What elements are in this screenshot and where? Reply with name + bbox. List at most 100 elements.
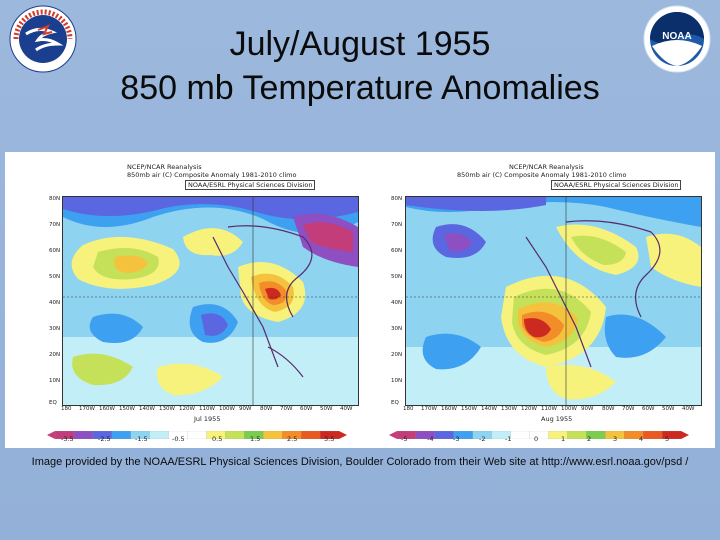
lon-label: 50W [320, 406, 333, 412]
lat-label: 70N [49, 222, 61, 228]
lon-label: 80W [260, 406, 273, 412]
lat-label: 80N [49, 196, 61, 202]
lat-label: 10N [49, 378, 61, 384]
map-header-1: NCEP/NCAR Reanalysis [127, 163, 202, 171]
anomaly-map-july [62, 196, 359, 406]
lon-label: 170W [421, 406, 437, 412]
colorbar-label: 5 [665, 435, 670, 443]
colorbar-label: 0.5 [212, 435, 223, 443]
lon-label: 90W [239, 406, 252, 412]
lat-label: 30N [391, 326, 403, 332]
colorbar-segment [111, 430, 132, 440]
lat-label: 60N [391, 248, 403, 254]
lon-label: 70W [622, 406, 635, 412]
lon-label: 120W [521, 406, 537, 412]
lon-label: 160W [99, 406, 115, 412]
colorbar-segment [225, 430, 245, 440]
colorbar-label: 1 [561, 435, 566, 443]
lat-label: 60N [49, 248, 61, 254]
image-credit: Image provided by the NOAA/ESRL Physical… [31, 456, 689, 468]
lon-label: 150W [461, 406, 477, 412]
lat-label: 80N [391, 196, 403, 202]
colorbar-left-arrow [389, 431, 397, 439]
colorbar-segment [149, 430, 169, 440]
lon-label: 50W [662, 406, 675, 412]
lon-label: 140W [481, 406, 497, 412]
map-header-3: NOAA/ESRL Physical Sciences Division [185, 180, 316, 190]
lon-label: 120W [179, 406, 195, 412]
colorbar-label: -4 [427, 435, 434, 443]
map-august: NCEP/NCAR Reanalysis 850mb air (C) Compo… [381, 152, 720, 446]
lon-label: 40W [682, 406, 695, 412]
slide-title: July/August 1955 850 mb Temperature Anom… [60, 22, 660, 110]
colorbar [47, 426, 347, 440]
colorbar-segment [187, 430, 207, 440]
lon-label: 130W [159, 406, 175, 412]
lon-label: 180 [61, 406, 72, 412]
colorbar-label: 0 [534, 435, 539, 443]
lat-label: 40N [49, 300, 61, 306]
lat-label: EQ [391, 400, 399, 406]
lat-label: 40N [391, 300, 403, 306]
colorbar [389, 426, 689, 440]
colorbar-label: -2 [479, 435, 486, 443]
colorbar-right-arrow [681, 431, 689, 439]
lat-label: 20N [391, 352, 403, 358]
lat-label: 70N [391, 222, 403, 228]
colorbar-segment [73, 430, 94, 440]
colorbar-label: -0.5 [172, 435, 185, 443]
colorbar-segment [301, 430, 321, 440]
colorbar-label: 1.5 [250, 435, 261, 443]
colorbar-label: -1 [505, 435, 512, 443]
lon-label: 60W [300, 406, 313, 412]
colorbar-label: -3.5 [61, 435, 74, 443]
lon-label: 100W [561, 406, 577, 412]
lat-label: EQ [49, 400, 57, 406]
map-header-3: NOAA/ESRL Physical Sciences Division [551, 180, 682, 190]
anomaly-map-august [405, 196, 702, 406]
lon-label: 140W [139, 406, 155, 412]
colorbar-label: -3 [453, 435, 460, 443]
lat-label: 10N [391, 378, 403, 384]
colorbar-right-arrow [339, 431, 347, 439]
noaa-logo-icon: NOAA [642, 4, 712, 74]
lon-label: 80W [602, 406, 615, 412]
lon-label: 160W [441, 406, 457, 412]
title-line-2: 850 mb Temperature Anomalies [120, 69, 600, 107]
colorbar-label: 2 [587, 435, 592, 443]
lon-label: 170W [79, 406, 95, 412]
colorbar-segment [529, 430, 549, 440]
map-july: NCEP/NCAR Reanalysis 850mb air (C) Compo… [9, 152, 359, 446]
map-header-2: 850mb air (C) Composite Anomaly 1981-201… [127, 171, 297, 179]
lon-label: 60W [642, 406, 655, 412]
colorbar-label: -5 [401, 435, 408, 443]
colorbar-segment [567, 430, 587, 440]
colorbar-segment [510, 430, 530, 440]
colorbar-label: 3 [613, 435, 618, 443]
lon-label: 110W [541, 406, 557, 412]
lat-label: 50N [391, 274, 403, 280]
lon-label: 90W [581, 406, 594, 412]
colorbar-label: -2.5 [98, 435, 111, 443]
lon-label: 70W [280, 406, 293, 412]
colorbar-label: 4 [639, 435, 644, 443]
lon-label: 100W [219, 406, 235, 412]
lon-label: 130W [501, 406, 517, 412]
lat-label: 50N [49, 274, 61, 280]
colorbar-left-arrow [47, 431, 55, 439]
lat-label: 30N [49, 326, 61, 332]
map-header-1: NCEP/NCAR Reanalysis [509, 163, 584, 171]
colorbar-segment [263, 430, 283, 440]
colorbar-segment [434, 430, 455, 440]
colorbar-label: 2.5 [287, 435, 298, 443]
lat-label: 20N [49, 352, 61, 358]
lon-label: 110W [199, 406, 215, 412]
map-header-2: 850mb air (C) Composite Anomaly 1981-201… [457, 171, 627, 179]
nws-logo-icon [8, 4, 78, 74]
noaa-logo-text: NOAA [662, 31, 691, 42]
lon-label: 40W [340, 406, 353, 412]
colorbar-label: -1.5 [135, 435, 148, 443]
title-line-1: July/August 1955 [229, 25, 491, 63]
colorbar-segment [643, 430, 663, 440]
colorbar-label: 3.5 [324, 435, 335, 443]
